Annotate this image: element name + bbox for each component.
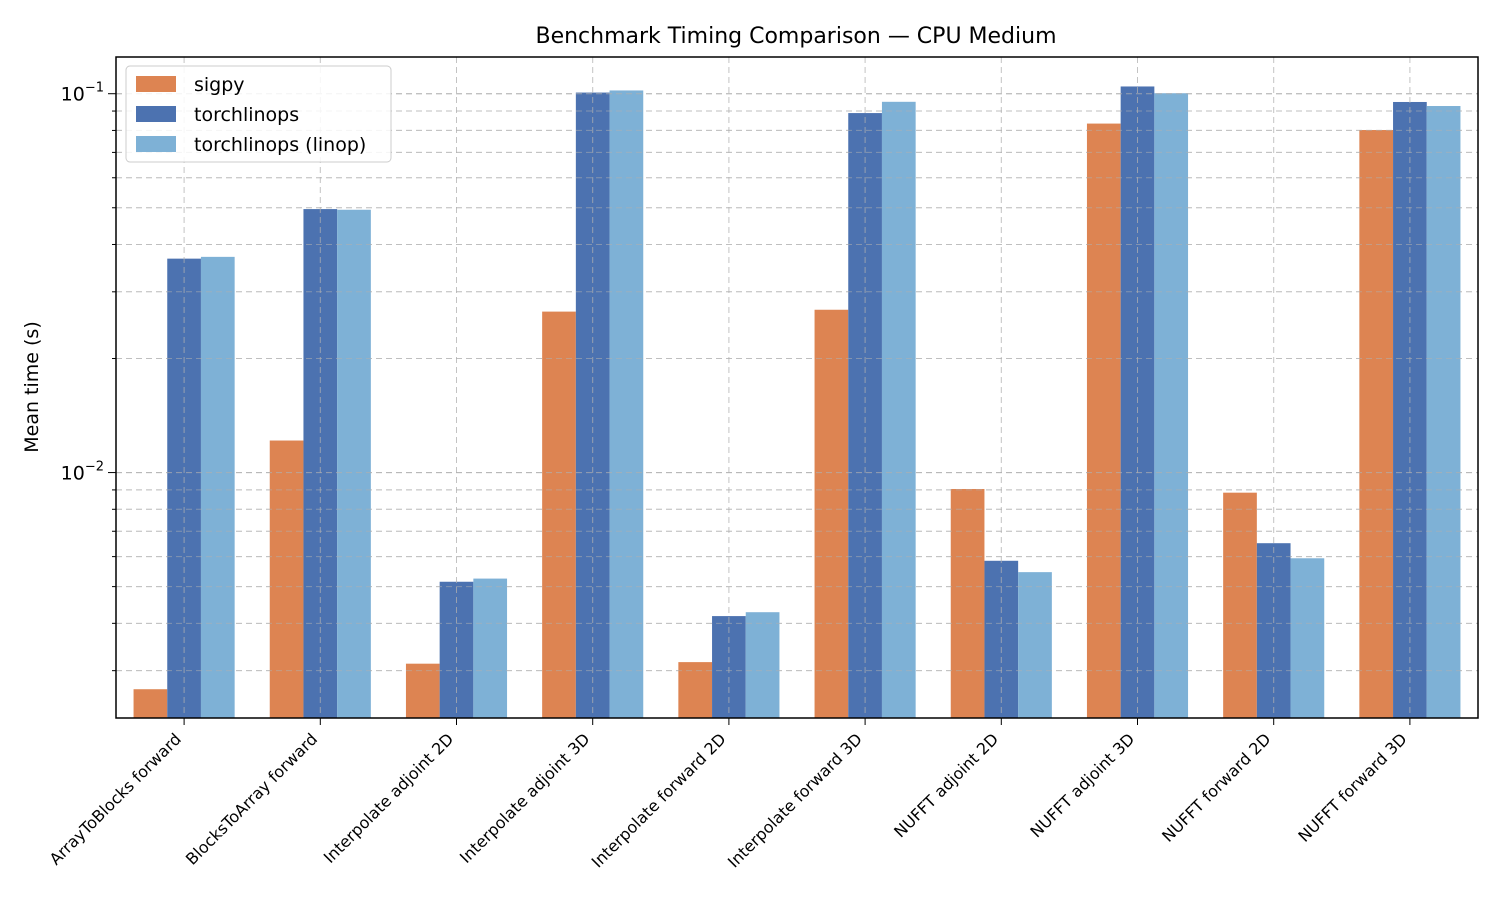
bar-torchlinops bbox=[303, 209, 338, 718]
bar-torchlinops-linop bbox=[609, 90, 644, 719]
bar-sigpy bbox=[405, 663, 440, 718]
bar-sigpy bbox=[542, 311, 576, 718]
legend-label: torchlinops bbox=[194, 104, 299, 126]
chart-title: Benchmark Timing Comparison — CPU Medium bbox=[535, 24, 1056, 49]
bar-torchlinops bbox=[575, 92, 610, 718]
bar-torchlinops-linop bbox=[1426, 106, 1461, 719]
y-tick-exponent: −1 bbox=[85, 81, 104, 96]
y-axis-label: Mean time (s) bbox=[21, 321, 43, 453]
bar-torchlinops-linop bbox=[881, 101, 916, 719]
bar-torchlinops-linop bbox=[1290, 558, 1325, 718]
bar-torchlinops-linop bbox=[1018, 572, 1052, 718]
bar-sigpy bbox=[1223, 492, 1257, 718]
bar-torchlinops-linop bbox=[473, 578, 508, 718]
legend-swatch bbox=[136, 106, 176, 122]
legend-label: sigpy bbox=[194, 74, 245, 96]
bar-sigpy bbox=[1086, 123, 1121, 718]
bar-sigpy bbox=[678, 662, 713, 718]
y-tick-label: 10−1 bbox=[61, 81, 104, 106]
y-tick-base: 10 bbox=[61, 84, 85, 106]
bar-sigpy bbox=[269, 440, 304, 718]
x-grid-overlay bbox=[116, 57, 1478, 718]
plot-frame bbox=[115, 56, 1479, 719]
bar-sigpy bbox=[1359, 130, 1394, 719]
legend-label: torchlinops (linop) bbox=[194, 134, 366, 156]
y-tick-exponent: −2 bbox=[85, 460, 104, 475]
legend-box bbox=[125, 65, 392, 163]
bars bbox=[133, 86, 1461, 719]
legend: sigpy torchlinops torchlinops (linop) bbox=[125, 65, 392, 163]
bar-sigpy bbox=[814, 309, 849, 718]
legend-swatch bbox=[136, 76, 176, 92]
legend-swatch bbox=[136, 136, 176, 152]
y-tick-base: 10 bbox=[61, 463, 85, 485]
bar-torchlinops-linop bbox=[200, 256, 235, 718]
bar-torchlinops-linop bbox=[337, 209, 371, 718]
bar-torchlinops-linop bbox=[1154, 93, 1189, 718]
bar-sigpy bbox=[133, 689, 168, 718]
y-tick-label: 10−2 bbox=[61, 460, 104, 485]
y-axis: 10−110−2 bbox=[61, 81, 116, 672]
bar-sigpy bbox=[950, 488, 985, 718]
bar-torchlinops-linop bbox=[745, 612, 780, 718]
